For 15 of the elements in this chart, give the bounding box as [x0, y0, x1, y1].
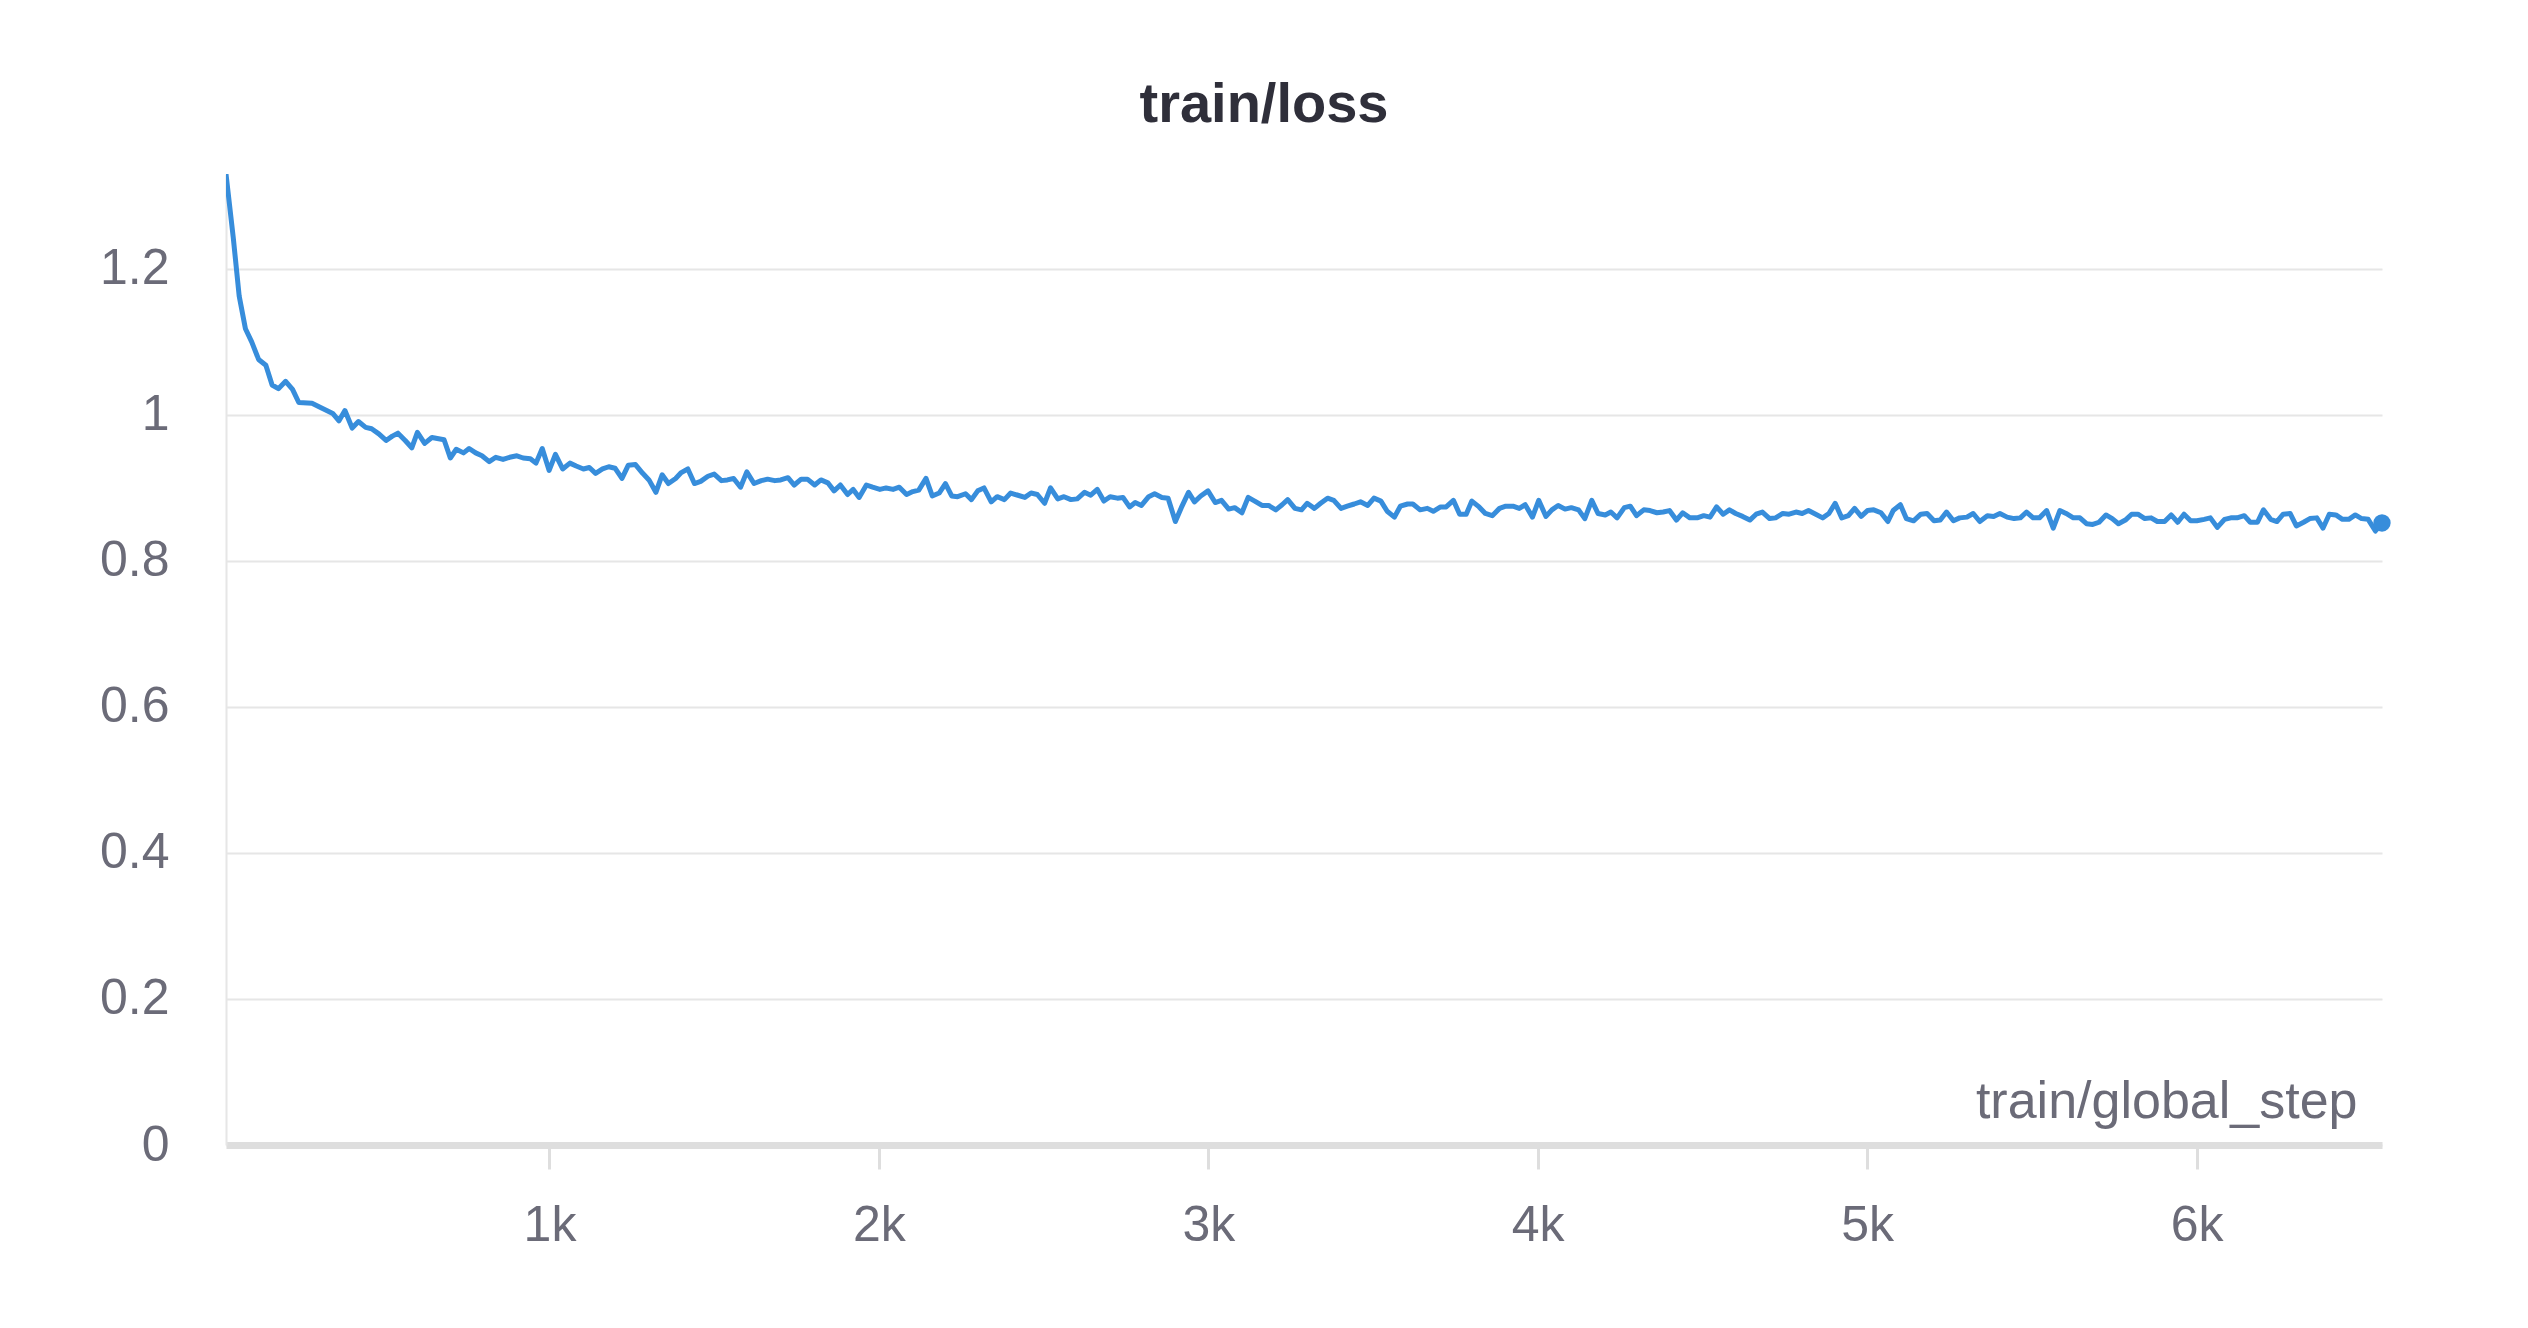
x-axis-title: train/global_step — [1975, 1070, 2358, 1129]
y-tick-label: 0.8 — [99, 531, 170, 588]
y-tick-label: 0.2 — [99, 969, 170, 1026]
x-tick-label: 3k — [1182, 1195, 1237, 1252]
x-tick-label: 2k — [852, 1195, 907, 1252]
y-tick-label: 1 — [141, 385, 170, 442]
chart-title: train/loss — [1139, 71, 1389, 134]
x-tick-label: 4k — [1511, 1195, 1566, 1252]
y-tick-label: 0.4 — [99, 823, 170, 880]
x-tick-label: 5k — [1841, 1195, 1896, 1252]
y-tick-label: 1.2 — [99, 239, 170, 296]
x-tick-label: 1k — [523, 1195, 578, 1252]
x-tick-label: 6k — [2170, 1195, 2225, 1252]
y-tick-label: 0 — [141, 1115, 170, 1172]
y-tick-label: 0.6 — [99, 677, 170, 734]
